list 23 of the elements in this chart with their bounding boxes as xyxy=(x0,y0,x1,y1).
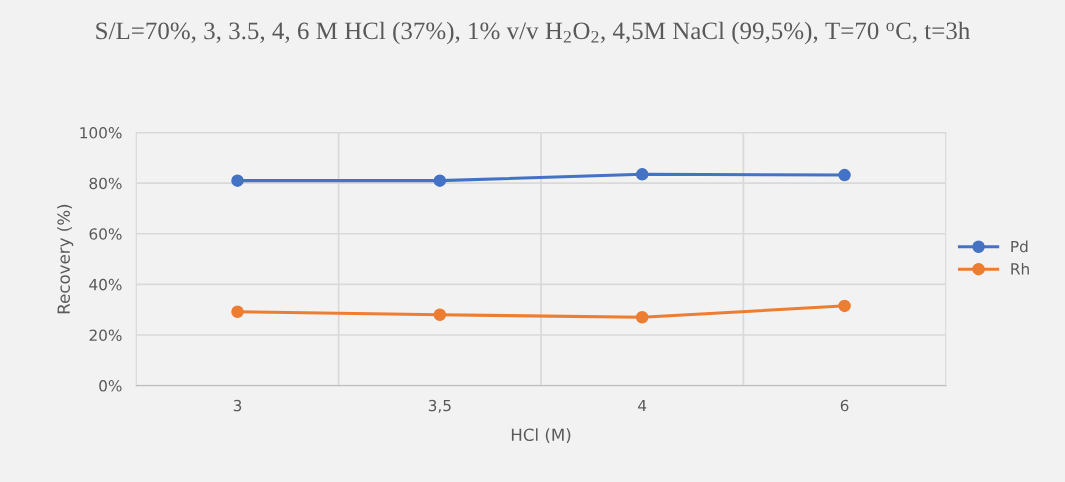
point xyxy=(838,168,851,182)
x-tick-label: 4 xyxy=(638,399,647,412)
y-tick-label: 0% xyxy=(99,380,122,392)
legend-label: Rh xyxy=(1011,262,1029,275)
y-tick-label: 60% xyxy=(89,228,122,240)
point xyxy=(838,299,851,313)
x-tick-label: 3 xyxy=(233,399,242,412)
legend-label: Pd xyxy=(1011,240,1028,253)
y-tick-label: 20% xyxy=(89,329,122,342)
y-tick-label: 80% xyxy=(89,177,122,190)
point xyxy=(433,174,447,187)
x-tick-label: 6 xyxy=(840,399,849,412)
chart-title: S/L=70%, 3, 3.5, 4, 6 M HCl (37%), 1% v/v H$_{2}$O$_{2}$, 4,5M NaCl (99,5%), T=70 $^{o}$C, t=3h xyxy=(96,21,970,45)
point xyxy=(635,311,649,324)
x-tick-label: 3,5 xyxy=(428,399,451,413)
x-axis-title: HCl (M) xyxy=(511,428,571,444)
point xyxy=(231,305,244,318)
point xyxy=(231,174,244,187)
point xyxy=(635,168,649,181)
y-tick-label: 100% xyxy=(80,127,122,139)
y-tick-label: 40% xyxy=(89,278,122,291)
y-axis-title: Recovery (%) xyxy=(57,204,74,314)
point xyxy=(433,308,447,321)
